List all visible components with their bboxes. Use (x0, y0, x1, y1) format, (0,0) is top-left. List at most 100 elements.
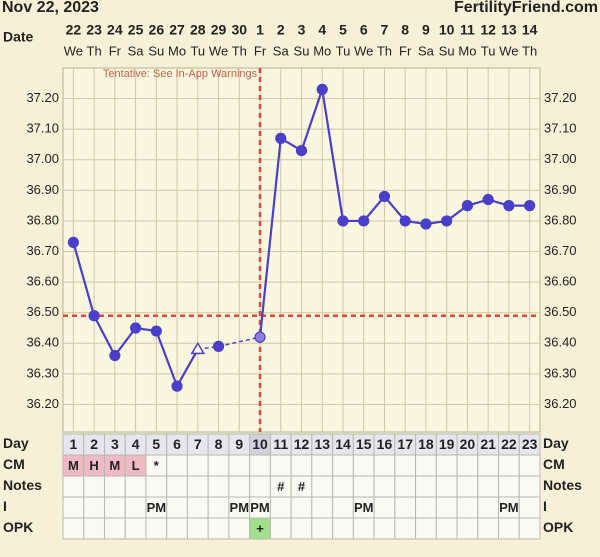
header-date: Nov 22, 2023 (2, 0, 99, 16)
weekday-label: Th (377, 43, 392, 58)
weekday-label: Fr (109, 43, 122, 58)
table-cell (186, 496, 209, 519)
table-cell (498, 454, 520, 477)
weekday-label: Fr (254, 43, 267, 58)
temp-point (399, 215, 411, 227)
table-cell (249, 475, 271, 498)
table-cell (166, 475, 188, 498)
y-tick-label-right: 37.20 (544, 90, 577, 105)
table-cell (124, 475, 147, 498)
temp-segment (113, 327, 137, 357)
temp-segment (176, 348, 199, 387)
y-tick-label: 36.20 (26, 396, 59, 411)
cell-text: L (132, 458, 140, 473)
date-label: 26 (149, 22, 165, 38)
row-label: I (3, 498, 7, 514)
y-tick-label-right: 36.80 (544, 212, 577, 227)
cell-text: 21 (480, 436, 496, 452)
y-tick-label-right: 36.50 (544, 304, 577, 319)
weekday-label: Th (522, 43, 537, 58)
cell-text: 4 (132, 436, 140, 452)
cell-text: # (277, 479, 285, 494)
row-label-right: Day (543, 435, 569, 451)
temp-point (150, 325, 162, 337)
row-label: Day (3, 435, 29, 451)
date-label: 2 (277, 22, 285, 38)
table-cell (269, 517, 292, 540)
y-tick-label-right: 36.30 (544, 365, 577, 380)
table-cell (373, 496, 396, 519)
date-label: 28 (190, 22, 206, 38)
row-label-right: CM (543, 456, 565, 472)
cell-text: 12 (294, 436, 310, 452)
cell-text: M (109, 458, 120, 473)
y-tick-label: 36.30 (26, 365, 59, 380)
temp-point (461, 200, 474, 212)
cell-text: PM (230, 500, 250, 515)
cell-text: + (256, 521, 264, 536)
cell-text: 19 (439, 436, 455, 452)
table-cell (415, 517, 437, 540)
cell-text: 5 (152, 436, 160, 452)
weekday-label: We (64, 43, 83, 58)
table-cell (269, 454, 292, 477)
table-cell (435, 475, 458, 498)
table-cell (435, 496, 458, 519)
date-label: 14 (522, 22, 538, 38)
date-label: 29 (211, 22, 227, 38)
annotation: Tentative: See In-App Warnings (103, 68, 258, 80)
date-label: 4 (318, 22, 326, 38)
table-cell (498, 475, 520, 498)
y-tick-label-right: 36.60 (544, 274, 577, 289)
y-tick-label: 36.90 (26, 182, 59, 197)
cell-text: 3 (111, 436, 119, 452)
table-cell (62, 517, 85, 540)
temp-point (190, 341, 206, 355)
table-cell (207, 454, 230, 477)
table-cell (207, 475, 230, 498)
weekday-label: We (209, 43, 228, 58)
table-cell (394, 454, 417, 477)
table-cell (415, 475, 437, 498)
y-tick-label: 37.20 (26, 90, 59, 105)
site-name: FertilityFriend.com (454, 0, 598, 16)
table-cell (311, 517, 334, 540)
table-cell (269, 496, 292, 519)
temp-point (358, 215, 370, 227)
temp-point (109, 349, 121, 362)
table-cell (498, 517, 520, 540)
table-cell (124, 496, 147, 519)
table-cell (145, 475, 168, 498)
y-tick-label: 37.00 (26, 151, 59, 166)
cell-text: 15 (356, 436, 372, 452)
weekday-label: Fr (399, 43, 412, 58)
cell-text: 18 (418, 436, 434, 452)
temp-point (88, 310, 100, 322)
table-cell (415, 496, 437, 519)
table-cell (103, 496, 126, 519)
y-tick-label: 37.10 (26, 121, 59, 136)
table-cell (435, 517, 458, 540)
y-tick-label: 36.40 (26, 335, 59, 350)
row-label: OPK (3, 519, 33, 535)
table-cell (456, 496, 479, 519)
table-cell (228, 517, 251, 540)
date-label: 13 (501, 22, 517, 38)
table-cell (518, 475, 541, 498)
table-cell (311, 496, 334, 519)
weekday-label: Sa (418, 43, 435, 58)
y-tick-label: 36.80 (26, 212, 59, 227)
table-cell (477, 475, 500, 498)
table-cell (145, 517, 168, 540)
weekday-label: Sa (273, 43, 290, 58)
y-tick-label-right: 37.00 (544, 151, 577, 166)
temp-point (212, 340, 225, 352)
cell-text: 17 (397, 436, 413, 452)
table-cell (456, 454, 479, 477)
table-cell (228, 454, 251, 477)
date-label: 8 (401, 22, 409, 38)
y-tick-label: 36.70 (26, 243, 59, 258)
row-label: CM (3, 456, 25, 472)
date-label: 6 (360, 22, 368, 38)
y-tick-label: 36.50 (26, 304, 59, 319)
